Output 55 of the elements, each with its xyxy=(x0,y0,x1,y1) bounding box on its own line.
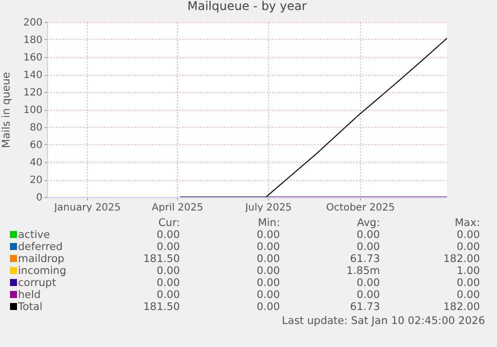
text: 0.00 xyxy=(356,241,380,253)
text: 0.00 xyxy=(256,253,280,265)
text: 0.00 xyxy=(456,241,480,253)
y-tick-label: 180 xyxy=(23,35,42,46)
text: Last update: Sat Jan 10 02:45:00 2026 xyxy=(282,315,485,327)
text: Cur: xyxy=(157,217,180,229)
y-tick-label: 160 xyxy=(23,52,42,64)
text: 0.00 xyxy=(356,289,380,301)
text: 1.00 xyxy=(456,265,480,277)
legend-label: Total xyxy=(17,301,44,313)
text: 0.00 xyxy=(356,277,380,289)
legend-label: active xyxy=(17,229,51,241)
text: Min: xyxy=(256,217,280,229)
chart-title: Mailqueue - by year xyxy=(187,0,307,13)
legend-label: corrupt xyxy=(17,277,58,289)
y-tick-label: 0 xyxy=(36,192,42,204)
y-tick-label: 60 xyxy=(30,140,42,151)
y-tick-label: 140 xyxy=(23,70,42,81)
text: 1.85m xyxy=(345,265,380,277)
legend-label: maildrop xyxy=(17,253,66,265)
text: 182.00 xyxy=(442,301,480,313)
text: 0.00 xyxy=(356,229,380,241)
text: 61.73 xyxy=(348,301,380,313)
text: Max: xyxy=(454,217,480,229)
text: 0.00 xyxy=(456,229,480,241)
text: 0.00 xyxy=(256,277,280,289)
y-tick-label: 80 xyxy=(30,122,42,134)
text: 0.00 xyxy=(456,277,480,289)
y-tick-label: 40 xyxy=(30,158,42,168)
text: 181.50 xyxy=(142,301,180,313)
y-tick-label: 120 xyxy=(23,88,42,98)
text: 0.00 xyxy=(156,229,180,241)
text: 0.00 xyxy=(156,241,180,253)
text: 0.00 xyxy=(256,289,280,301)
text: 182.00 xyxy=(442,253,480,265)
legend-label: held xyxy=(17,289,42,301)
y-tick-label: 20 xyxy=(30,175,42,186)
text: 0.00 xyxy=(256,301,280,313)
text: 0.00 xyxy=(456,289,480,301)
text: 0.00 xyxy=(256,229,280,241)
text: 0.00 xyxy=(256,241,280,253)
text: 61.73 xyxy=(348,253,380,265)
y-tick-label: 100 xyxy=(23,105,42,116)
y-axis-title: Mails in queue xyxy=(0,72,12,148)
text: 181.50 xyxy=(142,253,180,265)
line-series xyxy=(180,38,447,197)
legend-label: deferred xyxy=(17,241,64,253)
legend-label: incoming xyxy=(17,265,68,277)
text: Avg: xyxy=(356,217,380,229)
text: 0.00 xyxy=(156,265,180,277)
y-tick-label: 200 xyxy=(23,18,42,28)
text: 0.00 xyxy=(156,289,180,301)
x-tick-label: October 2025 xyxy=(326,202,395,214)
text: 0.00 xyxy=(156,277,180,289)
text: 0.00 xyxy=(256,265,280,277)
